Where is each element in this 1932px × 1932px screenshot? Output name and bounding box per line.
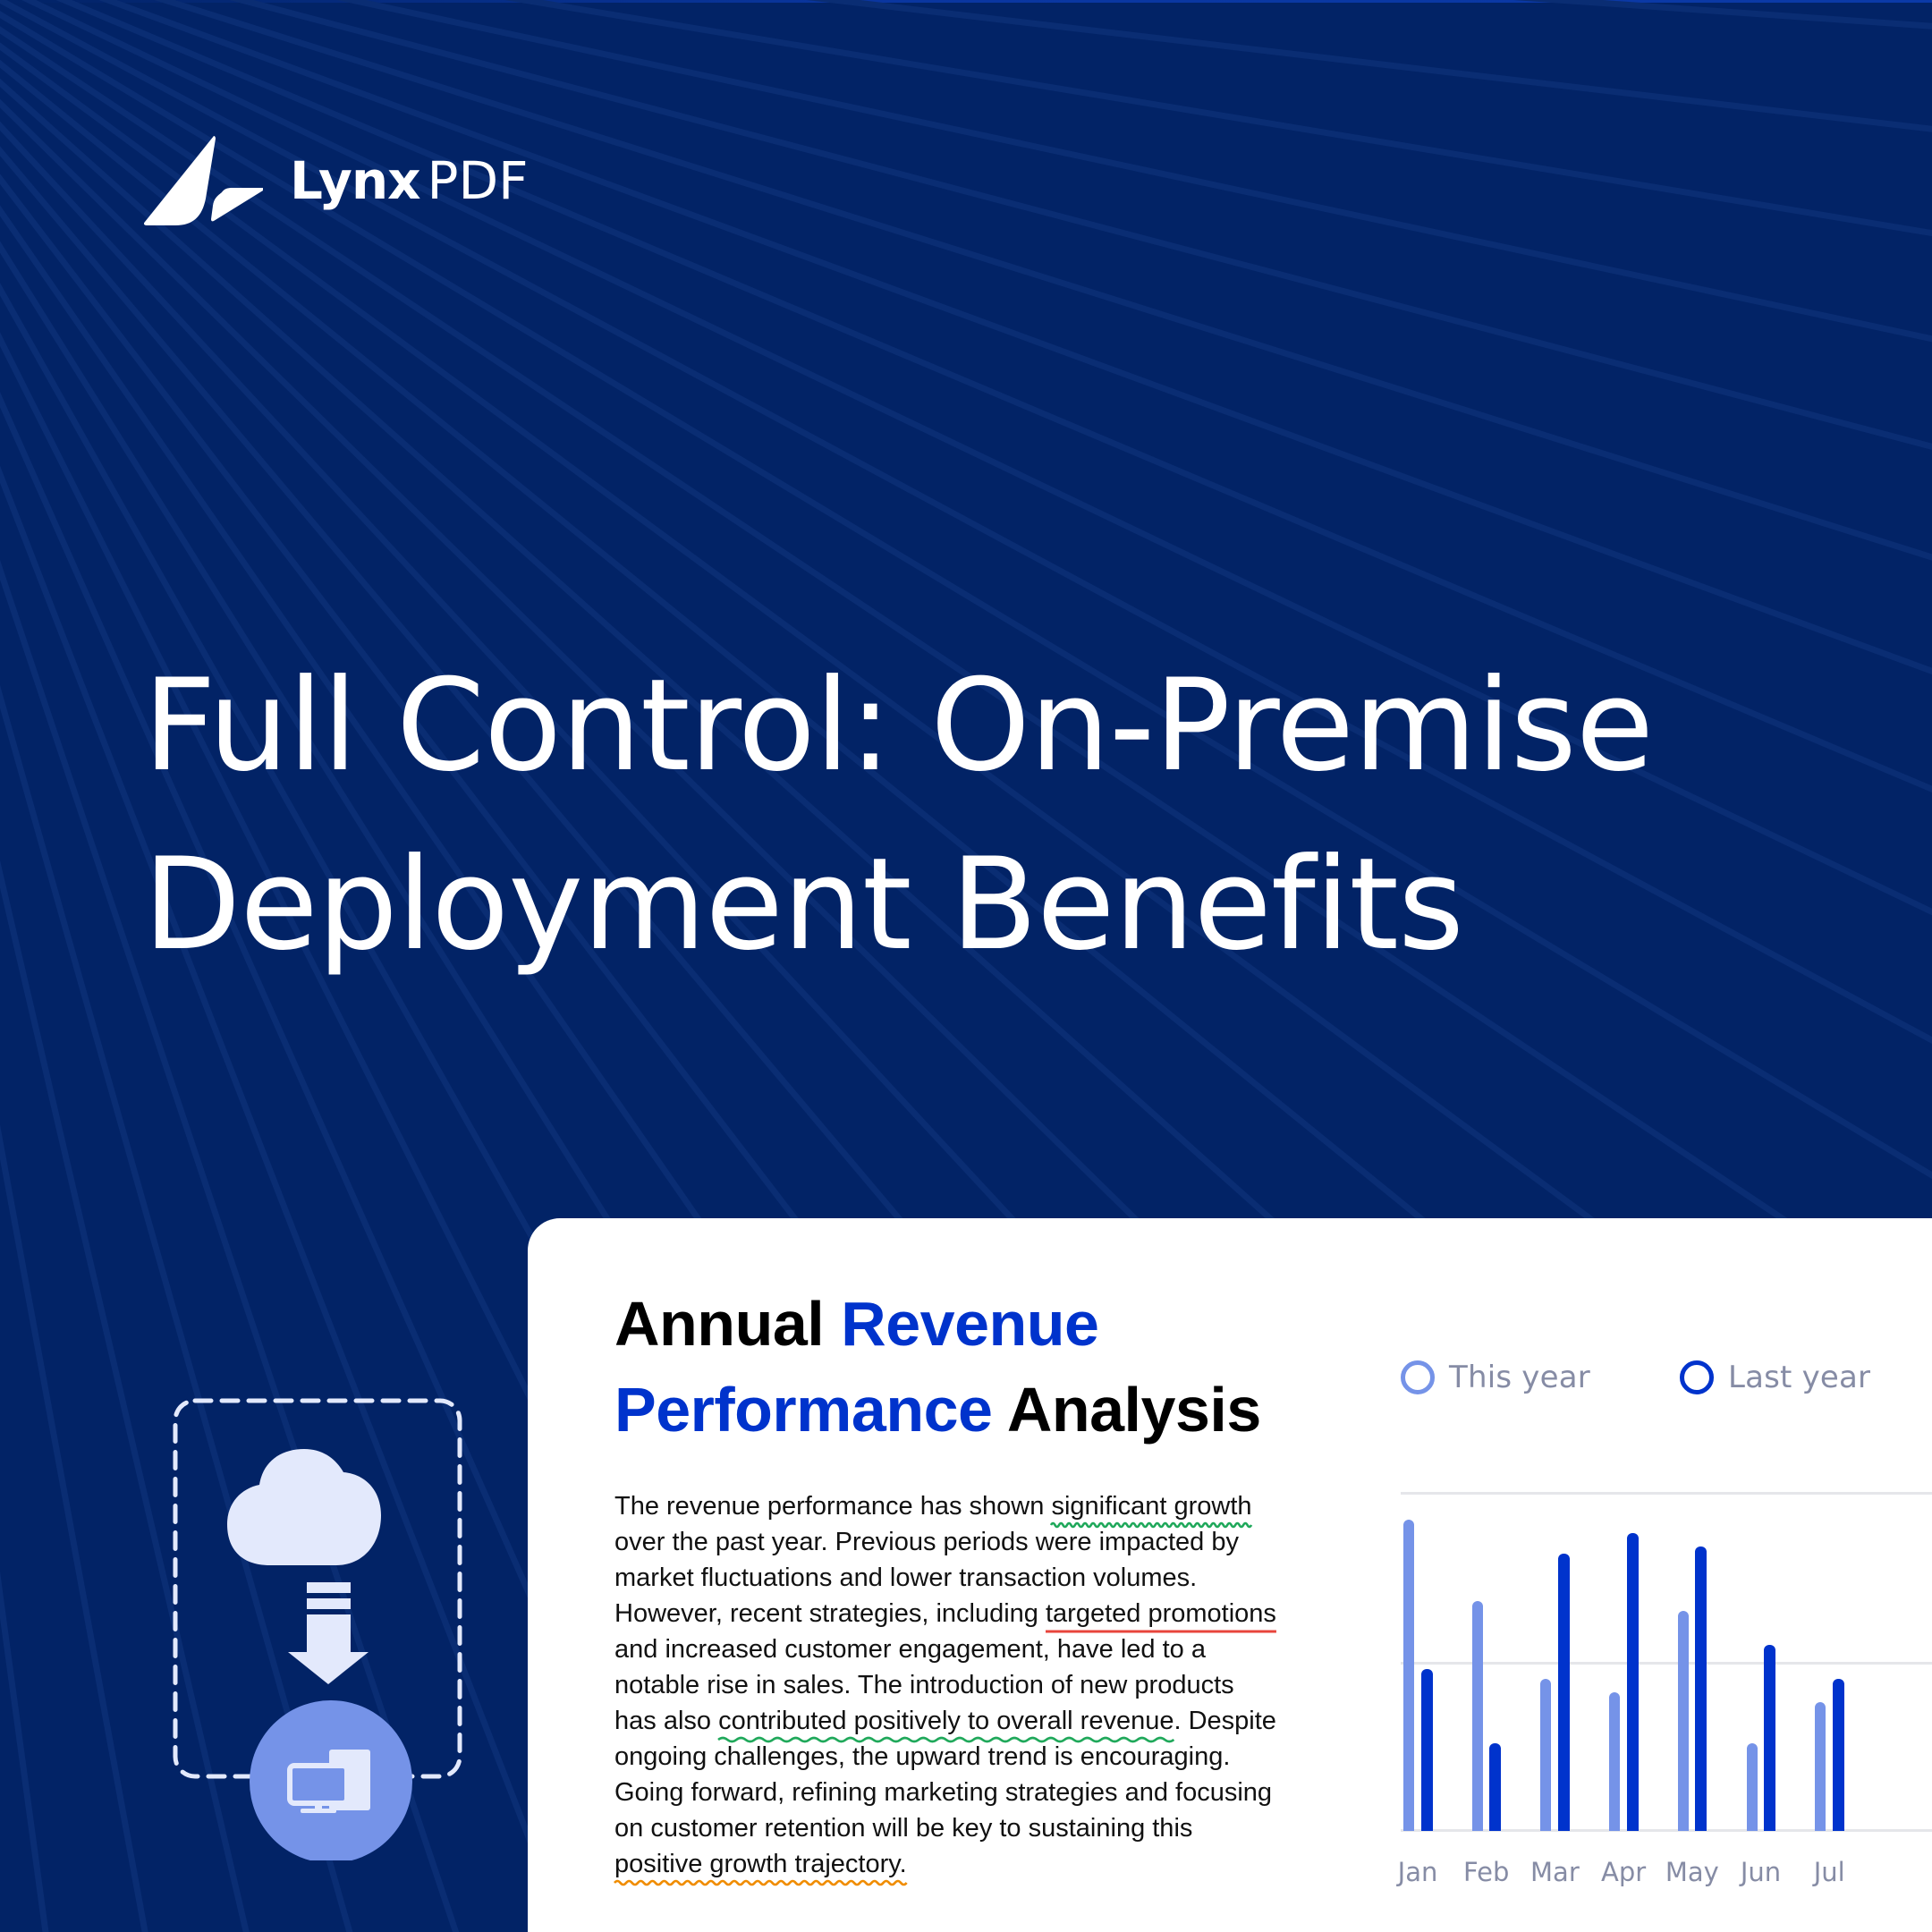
headline-line-2: Deployment Benefits (143, 831, 1464, 979)
report-body-text: The revenue performance has shown signif… (614, 1488, 1348, 1882)
chart-gridline-middle (1401, 1662, 1932, 1665)
brand-logo: Lynx PDF (143, 136, 529, 225)
x-axis-label: Jun (1740, 1857, 1782, 1887)
download-arrow-icon (288, 1582, 369, 1684)
report-title: Annual Revenue Performance Analysis (614, 1281, 1348, 1453)
desktop-server-icon (287, 1750, 370, 1813)
brand-wordmark: Lynx PDF (290, 155, 529, 207)
x-axis-label: Mar (1530, 1857, 1580, 1887)
legend-item-last-year[interactable]: Last year (1679, 1360, 1871, 1395)
title-word-annual: Annual (614, 1289, 842, 1359)
title-word-revenue: Revenue (841, 1289, 1099, 1359)
chart-gridline-top (1401, 1492, 1932, 1495)
lynx-wing-logo-icon (143, 136, 263, 225)
bar-apr-last-year[interactable] (1626, 1533, 1639, 1831)
x-axis-label: Jul (1813, 1857, 1845, 1887)
bar-jul-last-year[interactable] (1832, 1678, 1844, 1831)
annotated-phrase[interactable]: significant growth (1051, 1492, 1251, 1521)
wavy-underline-icon (614, 1878, 907, 1887)
bar-may-this-year[interactable] (1677, 1611, 1689, 1831)
body-line: However, recent strategies, including ta… (614, 1596, 1348, 1631)
wavy-underline-icon (718, 1735, 1174, 1744)
legend-item-this-year[interactable]: This year (1401, 1360, 1590, 1395)
bar-jun-last-year[interactable] (1764, 1645, 1775, 1831)
straight-underline-icon (1046, 1628, 1276, 1637)
title-word-performance: Performance (614, 1375, 993, 1445)
x-axis-label: May (1665, 1857, 1719, 1887)
annotated-phrase[interactable]: positive growth trajectory. (614, 1850, 907, 1878)
body-line: and increased customer engagement, have … (614, 1635, 1206, 1664)
bar-jan-last-year[interactable] (1420, 1668, 1433, 1831)
body-line: Going forward, refining marketing strate… (614, 1778, 1273, 1807)
revenue-bar-chart: Jan Feb Mar Apr May Jun Jul (1397, 1487, 1932, 1898)
body-line: ongoing challenges, the upward trend is … (614, 1742, 1231, 1771)
top-accent-strip (0, 0, 1932, 3)
legend-label: Last year (1727, 1360, 1871, 1395)
body-line: market fluctuations and lower transactio… (614, 1563, 1198, 1592)
x-axis-label: Jan (1397, 1857, 1438, 1887)
bar-feb-last-year[interactable] (1489, 1742, 1502, 1831)
body-line: positive growth trajectory. (614, 1846, 1348, 1882)
bar-may-last-year[interactable] (1695, 1546, 1707, 1831)
body-line: notable rise in sales. The introduction … (614, 1671, 1234, 1699)
chart-baseline (1401, 1829, 1932, 1832)
legend-label: This year (1449, 1360, 1590, 1395)
legend-ring-icon (1679, 1360, 1714, 1394)
bar-jun-this-year[interactable] (1746, 1742, 1758, 1831)
wavy-underline-icon (1051, 1521, 1251, 1530)
body-line: has also contributed positively to overa… (614, 1703, 1348, 1739)
bar-mar-last-year[interactable] (1557, 1554, 1570, 1831)
brand-name-pdf: PDF (427, 150, 529, 211)
bar-apr-this-year[interactable] (1609, 1692, 1621, 1831)
bar-jan-this-year[interactable] (1403, 1520, 1414, 1831)
page-headline: Full Control: On-Premise Deployment Bene… (143, 637, 1843, 995)
x-axis-label: Apr (1601, 1857, 1647, 1887)
bar-mar-this-year[interactable] (1540, 1678, 1552, 1831)
chart-legend: This year Last year (1401, 1360, 1932, 1395)
headline-line-1: Full Control: On-Premise (143, 652, 1654, 800)
annotated-phrase[interactable]: targeted promotions (1045, 1599, 1276, 1628)
legend-ring-icon (1401, 1360, 1435, 1394)
cloud-icon (227, 1449, 381, 1565)
x-axis-label: Feb (1463, 1857, 1510, 1887)
body-line: The revenue performance has shown signif… (614, 1488, 1348, 1524)
bar-jul-this-year[interactable] (1815, 1702, 1826, 1831)
bar-feb-this-year[interactable] (1471, 1600, 1483, 1831)
body-line: over the past year. Previous periods wer… (614, 1528, 1239, 1556)
body-line: on customer retention will be key to sus… (614, 1814, 1193, 1843)
brand-name-lynx: Lynx (290, 150, 421, 211)
on-premise-deploy-illustration (173, 1398, 462, 1860)
report-document-card: Annual Revenue Performance Analysis The … (528, 1218, 1932, 1932)
title-word-analysis: Analysis (992, 1375, 1261, 1445)
annotated-phrase[interactable]: contributed positively to overall revenu… (718, 1707, 1174, 1735)
